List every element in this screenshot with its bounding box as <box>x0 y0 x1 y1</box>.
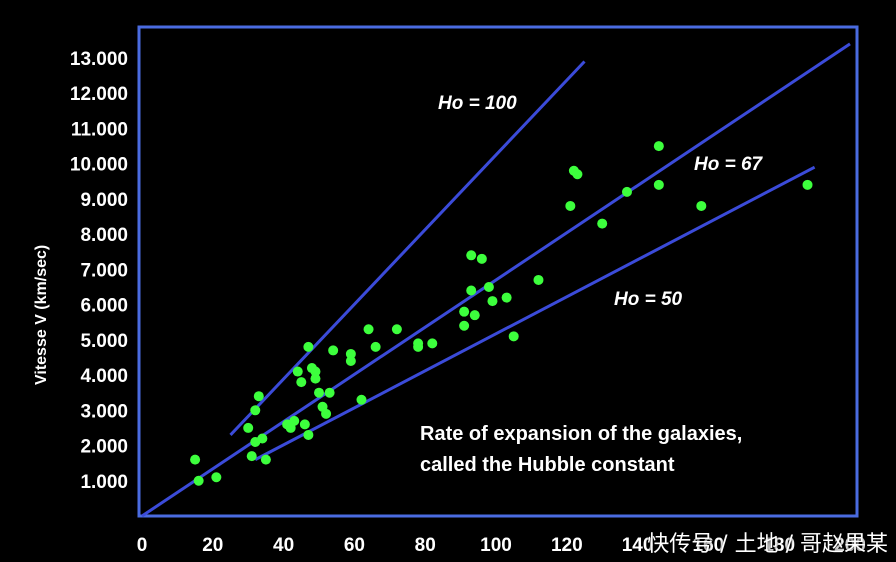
hubble-line-1 <box>141 42 851 518</box>
data-point-24 <box>324 387 335 398</box>
data-point-29 <box>363 324 374 335</box>
y-tick-label: 4.000 <box>80 366 128 387</box>
y-tick-label: 10.000 <box>70 155 128 176</box>
annotation-line-1: Rate of expansion of the galaxies, <box>420 423 742 445</box>
y-tick-label: 1.000 <box>80 472 128 493</box>
data-point-39 <box>469 310 480 321</box>
x-tick-label: 0 <box>137 535 148 556</box>
hubble-lines <box>141 42 851 518</box>
hubble-line-2 <box>254 165 816 461</box>
y-tick-label: 13.000 <box>70 49 128 70</box>
data-point-14 <box>296 377 307 388</box>
x-axis-ticks: 0 20 40 60 80 100 120 140 160 180 200 <box>137 535 866 556</box>
hubble-line-0 <box>229 60 586 437</box>
line-label-ho-67: Ho = 67 <box>694 154 764 175</box>
y-tick-label: 8.000 <box>80 225 128 246</box>
x-tick-label: 160 <box>693 535 725 556</box>
x-tick-label: 140 <box>622 535 654 556</box>
data-point-30 <box>370 341 381 352</box>
data-point-38 <box>466 250 477 261</box>
data-point-23 <box>321 408 332 419</box>
data-point-49 <box>597 218 608 229</box>
y-tick-label: 11.000 <box>71 119 128 140</box>
y-tick-label: 2.000 <box>80 437 128 458</box>
line-label-ho-100: Ho = 100 <box>438 93 517 114</box>
data-point-53 <box>696 200 707 211</box>
data-point-51 <box>653 141 664 152</box>
data-point-8 <box>257 433 268 444</box>
data-point-27 <box>345 355 356 366</box>
data-point-43 <box>501 292 512 303</box>
data-point-46 <box>565 200 576 211</box>
x-tick-label: 100 <box>480 535 512 556</box>
data-point-50 <box>621 186 632 197</box>
data-point-3 <box>243 422 254 433</box>
data-point-15 <box>299 419 310 430</box>
annotation-line-2: called the Hubble constant <box>420 454 675 476</box>
y-tick-label: 6.000 <box>80 296 128 317</box>
x-tick-label: 20 <box>202 535 223 556</box>
data-point-54 <box>802 179 813 190</box>
data-point-2 <box>211 472 222 483</box>
data-point-25 <box>328 345 339 356</box>
data-point-0 <box>190 454 201 465</box>
data-point-12 <box>289 415 300 426</box>
data-point-37 <box>466 285 477 296</box>
data-point-42 <box>487 296 498 307</box>
x-tick-label: 120 <box>551 535 583 556</box>
data-point-20 <box>310 366 321 377</box>
data-point-16 <box>303 429 314 440</box>
data-point-26 <box>345 348 356 359</box>
data-point-33 <box>413 341 424 352</box>
line-label-ho-50: Ho = 50 <box>614 289 683 310</box>
data-point-44 <box>508 331 519 342</box>
y-tick-label: 9.000 <box>80 190 128 211</box>
data-point-45 <box>533 274 544 285</box>
data-point-5 <box>250 405 261 416</box>
y-axis-ticks: 1.000 2.000 3.000 4.000 5.000 6.000 7.000 8.000… <box>70 49 128 493</box>
x-tick-label: 200 <box>834 535 866 556</box>
y-tick-label: 7.000 <box>80 260 128 281</box>
data-points <box>190 141 813 486</box>
data-point-7 <box>253 391 264 402</box>
data-point-13 <box>292 366 303 377</box>
data-point-17 <box>303 341 314 352</box>
data-point-19 <box>310 373 321 384</box>
data-point-34 <box>427 338 438 349</box>
y-tick-label: 3.000 <box>80 401 128 422</box>
data-point-40 <box>476 253 487 264</box>
data-point-28 <box>356 394 367 405</box>
x-tick-label: 60 <box>344 535 365 556</box>
data-point-21 <box>314 387 324 398</box>
data-point-41 <box>483 282 494 292</box>
y-axis-label: Vitesse V (km/sec) <box>33 245 50 385</box>
y-tick-label: 5.000 <box>80 331 128 352</box>
chart-frame <box>137 25 859 518</box>
data-point-35 <box>459 306 470 317</box>
watermark: 快传号 / 土地 / 哥赵果某 <box>647 532 888 557</box>
x-tick-label: 80 <box>415 535 436 556</box>
data-point-9 <box>260 454 271 465</box>
data-point-48 <box>572 169 583 180</box>
data-point-52 <box>653 179 664 190</box>
x-tick-label: 40 <box>273 535 294 556</box>
data-point-31 <box>391 324 402 335</box>
data-point-36 <box>459 320 470 331</box>
x-tick-label: 180 <box>763 535 795 556</box>
data-point-4 <box>246 451 257 462</box>
y-tick-label: 12.000 <box>70 84 128 105</box>
data-point-1 <box>193 475 204 486</box>
